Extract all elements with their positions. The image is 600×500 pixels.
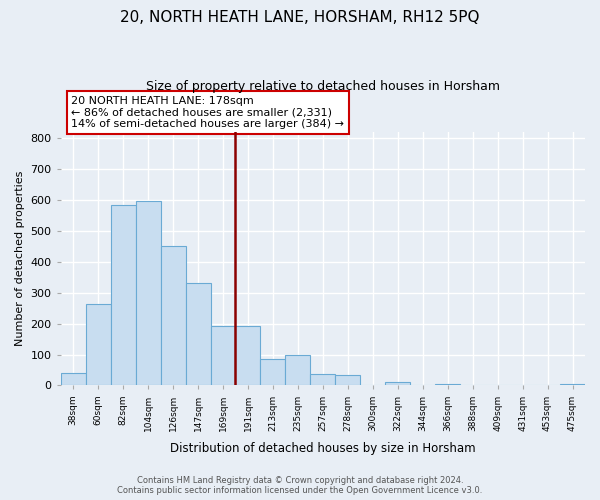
Bar [136,201,161,386]
Bar [310,374,335,386]
Bar [110,206,136,386]
Bar [161,246,185,386]
Text: 20, NORTH HEATH LANE, HORSHAM, RH12 5PQ: 20, NORTH HEATH LANE, HORSHAM, RH12 5PQ [120,10,480,25]
Bar [235,326,260,386]
Bar [335,376,361,386]
Title: Size of property relative to detached houses in Horsham: Size of property relative to detached ho… [146,80,500,93]
Bar [435,384,460,386]
Bar [385,382,410,386]
Y-axis label: Number of detached properties: Number of detached properties [15,171,25,346]
Text: Contains HM Land Registry data © Crown copyright and database right 2024.
Contai: Contains HM Land Registry data © Crown c… [118,476,482,495]
Bar [211,326,235,386]
Bar [61,373,86,386]
Bar [185,284,211,386]
Bar [560,384,585,386]
Bar [286,354,310,386]
Bar [260,359,286,386]
Text: 20 NORTH HEATH LANE: 178sqm
← 86% of detached houses are smaller (2,331)
14% of : 20 NORTH HEATH LANE: 178sqm ← 86% of det… [71,96,344,129]
Bar [86,304,110,386]
X-axis label: Distribution of detached houses by size in Horsham: Distribution of detached houses by size … [170,442,476,455]
